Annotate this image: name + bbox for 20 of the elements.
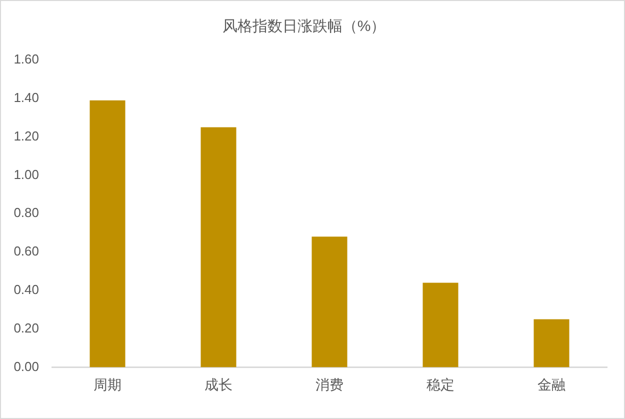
bar [200, 127, 236, 368]
bar [534, 319, 570, 368]
y-tick-label: 1.60 [14, 52, 39, 67]
y-tick-label: 0.00 [14, 358, 39, 374]
x-tick-label: 消费 [316, 376, 344, 392]
y-tick-label: 1.20 [14, 128, 39, 144]
y-tick-label: 0.80 [14, 205, 39, 220]
chart-title: 风格指数日涨跌幅（%） [222, 18, 386, 36]
x-tick-label: 成长 [204, 376, 232, 392]
y-tick-label: 0.60 [14, 244, 39, 259]
x-tick-label: 稳定 [426, 376, 454, 392]
y-tick-label: 0.20 [14, 320, 39, 336]
y-tick-label: 1.40 [14, 90, 39, 105]
bar [422, 282, 458, 368]
x-tick-label: 周期 [94, 376, 122, 392]
y-tick-label: 0.40 [14, 282, 39, 297]
x-tick-label: 金融 [538, 376, 566, 392]
bar [90, 100, 126, 368]
y-tick-label: 1.00 [14, 166, 39, 182]
bar [312, 236, 348, 368]
